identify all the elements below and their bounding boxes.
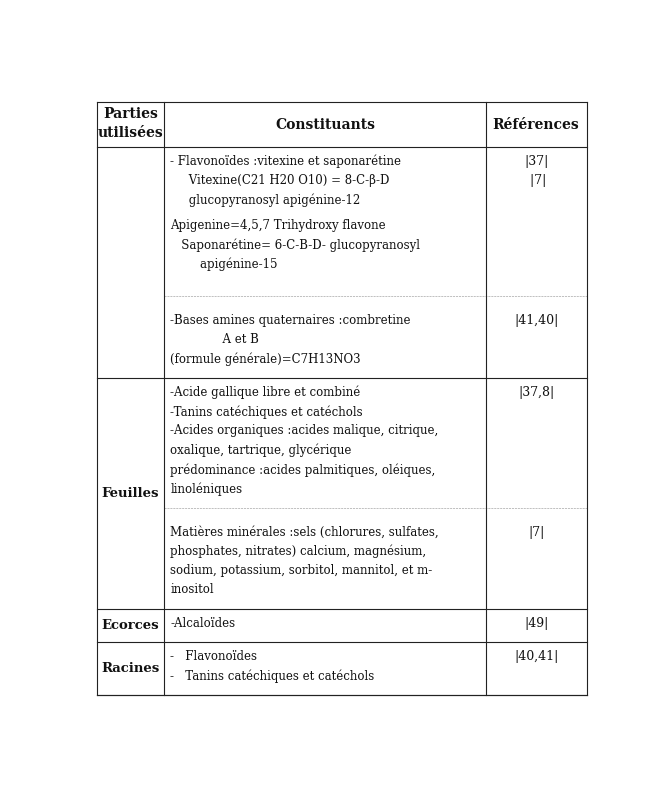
Text: Saponarétine= 6-C-B-D- glucopyranosyl: Saponarétine= 6-C-B-D- glucopyranosyl: [170, 238, 420, 252]
Text: Feuilles: Feuilles: [102, 487, 159, 500]
Text: Matières minérales :sels (chlorures, sulfates,: Matières minérales :sels (chlorures, sul…: [170, 525, 439, 539]
Text: apigénine-15: apigénine-15: [170, 257, 278, 271]
Text: |7|: |7|: [528, 525, 544, 539]
Text: sodium, potassium, sorbitol, mannitol, et m-: sodium, potassium, sorbitol, mannitol, e…: [170, 564, 432, 578]
Text: prédominance :acides palmitiques, oléiques,: prédominance :acides palmitiques, oléiqu…: [170, 463, 436, 477]
Text: utilisées: utilisées: [97, 126, 164, 140]
Text: Ecorces: Ecorces: [101, 619, 160, 632]
Text: |41,40|: |41,40|: [514, 314, 558, 327]
Text: -Acides organiques :acides malique, citrique,: -Acides organiques :acides malique, citr…: [170, 424, 438, 437]
Text: Apigenine=4,5,7 Trihydroxy flavone: Apigenine=4,5,7 Trihydroxy flavone: [170, 219, 386, 232]
Text: Parties: Parties: [103, 107, 158, 121]
Text: glucopyranosyl apigénine-12: glucopyranosyl apigénine-12: [170, 193, 361, 207]
Text: |40,41|: |40,41|: [514, 650, 558, 663]
Text: Racines: Racines: [101, 662, 160, 675]
Text: -Acide gallique libre et combiné: -Acide gallique libre et combiné: [170, 386, 361, 399]
Text: Constituants: Constituants: [275, 118, 375, 132]
Text: |7|: |7|: [526, 174, 546, 187]
Text: oxalique, tartrique, glycérique: oxalique, tartrique, glycérique: [170, 443, 352, 458]
Text: A et B: A et B: [170, 333, 260, 346]
Text: |37,8|: |37,8|: [518, 386, 554, 399]
Text: |37|: |37|: [524, 155, 548, 168]
Text: Références: Références: [493, 118, 579, 132]
Text: -   Flavonoïdes: - Flavonoïdes: [170, 650, 258, 663]
Text: (formule générale)=C7H13NO3: (formule générale)=C7H13NO3: [170, 353, 361, 366]
Text: linoléniques: linoléniques: [170, 482, 242, 496]
Text: -Bases amines quaternaires :combretine: -Bases amines quaternaires :combretine: [170, 314, 411, 327]
Text: |49|: |49|: [524, 617, 548, 630]
Text: inositol: inositol: [170, 584, 214, 596]
Text: Vitexine(C21 H20 O10) = 8-C-β-D: Vitexine(C21 H20 O10) = 8-C-β-D: [170, 174, 390, 187]
Text: phosphates, nitrates) calcium, magnésium,: phosphates, nitrates) calcium, magnésium…: [170, 545, 426, 559]
Text: -   Tanins catéchiques et catéchols: - Tanins catéchiques et catéchols: [170, 669, 375, 682]
Text: -Tanins catéchiques et catéchols: -Tanins catéchiques et catéchols: [170, 406, 363, 419]
Text: - Flavonoïdes :vitexine et saponarétine: - Flavonoïdes :vitexine et saponarétine: [170, 155, 401, 169]
Text: -Alcaloïdes: -Alcaloïdes: [170, 617, 236, 630]
